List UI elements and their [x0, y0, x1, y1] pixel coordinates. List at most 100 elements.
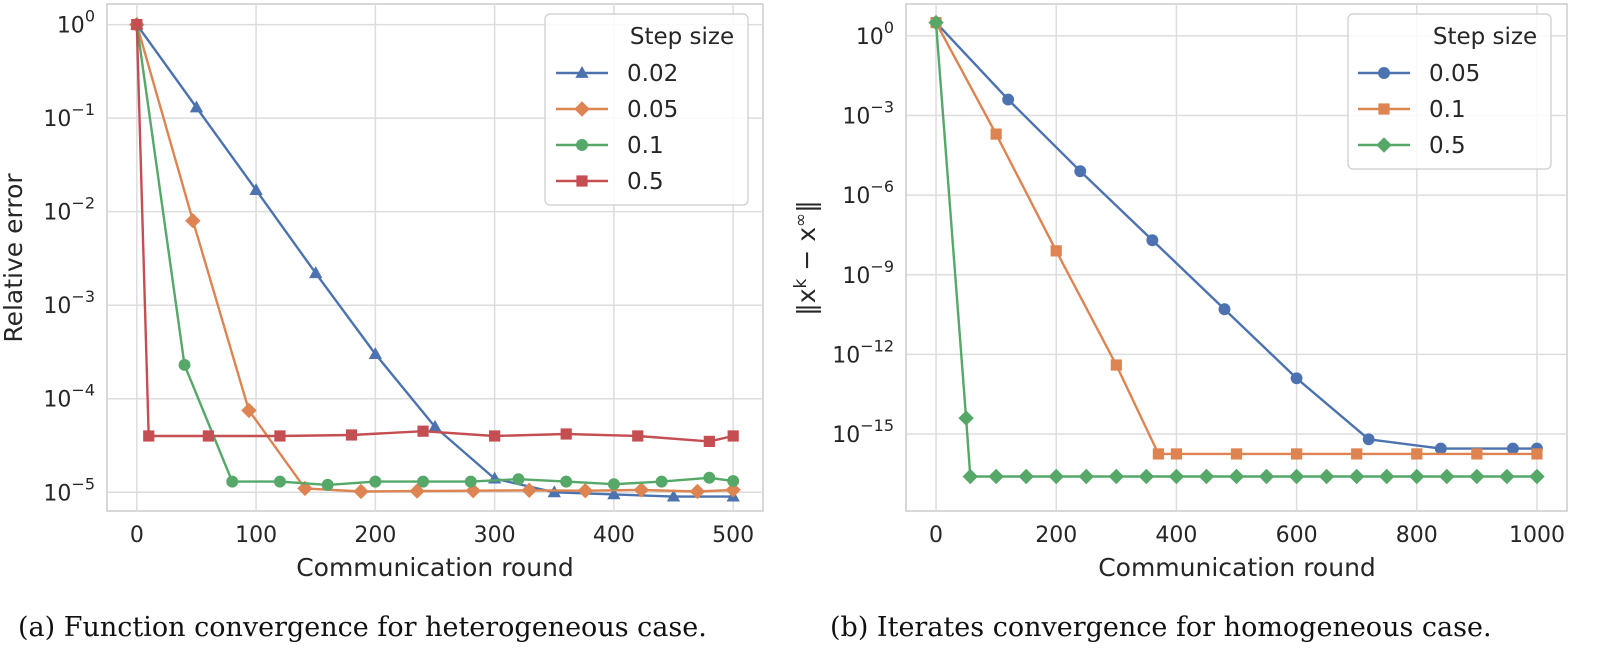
data-point-0.1 — [1351, 448, 1363, 460]
data-point-0.02 — [249, 183, 263, 196]
x-tick-label: 0 — [130, 523, 144, 548]
y-tick-label: 10−9 — [842, 257, 894, 289]
data-point-0.5 — [1348, 468, 1365, 485]
data-point-0.1 — [1170, 448, 1183, 460]
data-point-0.5 — [1048, 468, 1064, 485]
legend-label-0.1: 0.1 — [627, 133, 664, 159]
data-point-0.05 — [633, 482, 650, 498]
data-point-0.5 — [1108, 468, 1125, 485]
data-point-0.1 — [607, 478, 620, 491]
legend-label-0.02: 0.02 — [627, 61, 678, 87]
data-point-0.1 — [1230, 448, 1243, 460]
panel-a-x-tick-labels: 0 100 200 300 400 500 — [130, 523, 754, 548]
data-point-0.1 — [178, 358, 191, 371]
y-tick-label: 10−3 — [43, 287, 95, 319]
data-point-0.5 — [1318, 468, 1335, 485]
panel-b-y-tick-labels: 100 10−3 10−6 10−9 10−12 10−15 — [832, 18, 894, 448]
panel-b-legend-title: Step size — [1433, 24, 1537, 50]
panel-a-x-axis-label: Communication round — [296, 553, 574, 582]
data-point-0.1 — [321, 478, 334, 491]
x-tick-label: 100 — [235, 523, 277, 548]
panel-b-y-axis-label: ‖xk − x∞‖ — [791, 200, 821, 315]
data-point-0.5 — [1168, 468, 1185, 485]
data-point-0.1 — [990, 128, 1002, 140]
data-point-0.5 — [1379, 468, 1395, 485]
data-point-0.05 — [409, 483, 425, 499]
data-point-0.1 — [1290, 448, 1303, 460]
data-point-0.5 — [143, 430, 155, 442]
x-tick-label: 500 — [712, 523, 754, 548]
x-tick-label: 400 — [593, 523, 635, 548]
y-tick-label: 10−1 — [43, 100, 95, 132]
data-point-0.5 — [958, 410, 974, 426]
x-tick-label: 400 — [1155, 523, 1197, 548]
data-point-0.5 — [1288, 468, 1305, 485]
legend-marker-0.05 — [1378, 67, 1390, 79]
data-point-0.5 — [632, 430, 644, 442]
series-line-0.05 — [135, 24, 734, 493]
data-point-0.1 — [1411, 448, 1423, 460]
caption-b: (b) Iterates convergence for homogeneous… — [830, 612, 1492, 643]
y-tick-label: 100 — [57, 7, 95, 39]
legend-marker-0.1 — [576, 139, 588, 151]
panel-a-chart: 0 100 200 300 400 500 100 10−1 10−2 10−3 10−4 10−5… — [0, 3, 764, 582]
panel-a-legend-box — [544, 13, 749, 206]
data-point-0.05 — [1218, 303, 1231, 316]
panel-b-x-tick-labels: 0 200 400 600 800 1000 — [929, 523, 1565, 548]
data-point-0.5 — [274, 430, 286, 442]
caption-a: (a) Function convergence for heterogeneo… — [18, 612, 707, 643]
legend-marker-0.02 — [575, 66, 589, 78]
data-point-0.1 — [703, 471, 716, 484]
data-point-0.05 — [1506, 442, 1519, 455]
legend-label-0.05: 0.05 — [627, 97, 678, 123]
panel-b-legend: Step size 0.05 0.1 0.5 — [1347, 13, 1552, 170]
data-point-0.5 — [417, 425, 429, 437]
data-point-0.05 — [241, 402, 257, 419]
panel-b-chart: 0 200 400 600 800 1000 10010−310−610−910−1210… — [791, 3, 1568, 582]
data-point-0.02 — [189, 100, 204, 113]
x-tick-label: 200 — [354, 523, 396, 548]
data-point-0.5 — [962, 468, 978, 485]
data-point-0.5 — [1078, 468, 1094, 485]
data-point-0.05 — [185, 213, 201, 229]
data-point-0.5 — [1138, 468, 1155, 485]
data-point-0.02 — [428, 419, 442, 432]
data-point-0.02 — [309, 266, 323, 279]
data-point-0.5 — [727, 430, 739, 442]
data-point-0.5 — [1409, 468, 1425, 485]
data-point-0.5 — [1469, 468, 1485, 485]
data-point-0.1 — [1531, 448, 1543, 460]
data-point-0.05 — [577, 482, 593, 499]
data-point-0.1 — [1471, 448, 1483, 460]
data-point-0.1 — [512, 473, 525, 486]
x-tick-label: 200 — [1035, 523, 1077, 548]
data-point-0.5 — [1439, 468, 1455, 485]
data-point-0.05 — [725, 482, 741, 498]
legend-label-0.05: 0.05 — [1429, 61, 1480, 87]
data-point-0.1 — [1110, 359, 1122, 371]
data-point-0.5 — [345, 429, 358, 441]
data-point-0.05 — [1290, 372, 1303, 385]
data-point-0.05 — [1002, 93, 1015, 106]
y-tick-label: 10−4 — [43, 381, 95, 413]
data-point-0.5 — [703, 435, 715, 447]
data-point-0.1 — [1050, 245, 1062, 257]
legend-marker-0.1 — [1378, 103, 1390, 115]
x-tick-label: 800 — [1396, 523, 1438, 548]
data-point-0.05 — [1146, 234, 1159, 247]
data-point-0.05 — [521, 482, 537, 499]
data-point-0.1 — [226, 475, 239, 488]
data-point-0.5 — [202, 430, 214, 442]
y-tick-label: 10−3 — [842, 97, 894, 129]
panel-b-series — [928, 14, 1545, 485]
legend-label-0.5: 0.5 — [1429, 133, 1466, 159]
panel-b-legend-box — [1347, 13, 1552, 170]
data-point-0.05 — [689, 483, 706, 500]
x-tick-label: 600 — [1276, 523, 1318, 548]
x-tick-label: 1000 — [1509, 523, 1565, 548]
data-point-0.1 — [273, 475, 286, 488]
data-point-0.5 — [131, 18, 143, 31]
panel-a-legend-title: Step size — [630, 24, 734, 50]
legend-marker-0.05 — [574, 101, 590, 117]
